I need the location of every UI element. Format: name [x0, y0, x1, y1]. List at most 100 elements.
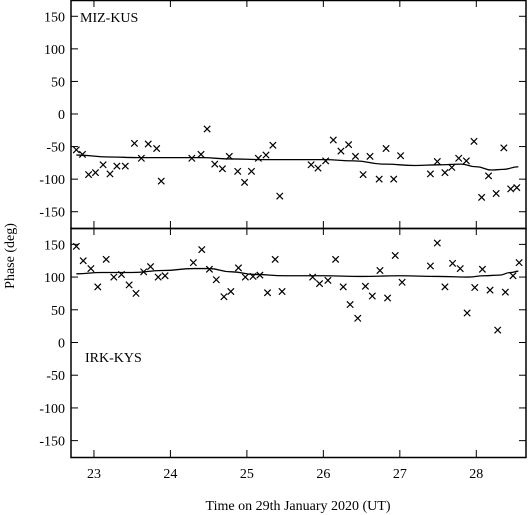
data-point: [154, 273, 162, 281]
data-point: [470, 137, 478, 145]
data-point: [322, 157, 330, 165]
data-point: [478, 265, 487, 273]
data-point: [478, 193, 486, 202]
data-point: [240, 178, 249, 187]
data-point: [271, 255, 279, 264]
data-point: [144, 140, 152, 148]
data-point: [72, 146, 80, 154]
data-point: [441, 283, 449, 291]
data-point: [278, 287, 286, 296]
y-tick-label: -50: [46, 141, 65, 156]
y-tick-label: -100: [39, 402, 65, 417]
data-point: [189, 259, 197, 267]
data-point: [486, 286, 494, 294]
data-point: [501, 288, 509, 296]
data-point: [78, 150, 87, 159]
miz-kus-frame: [70, 0, 527, 230]
data-point: [146, 262, 155, 271]
data-point: [241, 273, 249, 281]
data-point: [507, 185, 515, 193]
data-point: [344, 140, 353, 149]
data-point: [383, 294, 392, 302]
data-point: [263, 289, 272, 297]
x-tick-label: 24: [163, 467, 177, 482]
y-tick-label: -100: [39, 173, 65, 188]
y-tick-label: 150: [44, 10, 65, 25]
data-point: [99, 161, 107, 169]
x-tick-label: 25: [240, 467, 254, 482]
data-point: [426, 170, 435, 178]
y-tick-label: -50: [46, 369, 65, 384]
data-point: [87, 264, 95, 273]
trend-line: [76, 267, 519, 278]
data-point: [262, 151, 270, 159]
data-point: [197, 150, 205, 159]
data-point: [314, 164, 322, 172]
data-point: [254, 154, 262, 162]
data-point: [211, 160, 219, 168]
data-point: [161, 272, 169, 280]
data-point: [391, 251, 399, 260]
y-tick-label: 50: [51, 304, 65, 319]
data-point: [309, 273, 317, 281]
y-tick-label: 0: [58, 337, 65, 352]
data-point: [471, 283, 479, 292]
data-point: [307, 161, 315, 169]
data-point: [509, 272, 517, 280]
data-point: [382, 144, 390, 153]
data-point: [79, 257, 87, 265]
data-point: [448, 259, 457, 267]
data-point: [492, 189, 500, 198]
data-point: [456, 264, 464, 273]
data-point: [441, 169, 449, 177]
data-point: [337, 147, 345, 155]
y-tick-label: 150: [44, 238, 65, 253]
data-point: [359, 170, 367, 179]
data-point: [463, 309, 471, 317]
data-point: [94, 283, 102, 291]
data-point: [276, 192, 284, 200]
data-point: [433, 157, 441, 166]
data-point: [513, 183, 521, 192]
data-point: [390, 175, 398, 183]
trend-line: [76, 154, 519, 171]
irk-kys-panel: -150 -100 -50 0 50 100 150 23 24 25 26 27 28 IRK-KYS: [39, 227, 527, 482]
x-tick-label: 28: [469, 467, 483, 482]
data-point: [157, 177, 165, 185]
data-point: [433, 239, 441, 247]
data-point: [331, 255, 340, 264]
data-point: [455, 154, 463, 162]
data-point: [132, 289, 140, 298]
data-point: [494, 326, 502, 334]
data-point: [203, 125, 211, 133]
data-point: [351, 152, 360, 160]
miz-kus-panel: -150 -100 -50 0 50 100 150 MIZ-KUS: [39, 0, 527, 230]
data-point: [315, 279, 324, 288]
data-point: [500, 144, 508, 152]
data-point: [220, 293, 228, 301]
x-axis-label: Time on 29th January 2020 (UT): [206, 499, 391, 514]
irk-kys-frame: [70, 227, 527, 459]
x-tick-label: 23: [87, 467, 101, 482]
data-point: [361, 282, 370, 290]
data-point: [188, 154, 196, 162]
data-point: [198, 245, 206, 254]
y-tick-label: -150: [39, 206, 65, 221]
data-point: [227, 287, 235, 296]
data-point: [125, 281, 133, 289]
data-point: [130, 139, 139, 147]
miz-kus-label: MIZ-KUS: [80, 11, 138, 26]
data-point: [269, 141, 277, 149]
data-point: [339, 283, 347, 291]
data-point: [212, 276, 220, 284]
data-point: [234, 167, 242, 175]
y-tick-label: 100: [44, 43, 65, 58]
y-axis-label: Phase (deg): [3, 223, 18, 289]
data-point: [366, 152, 374, 160]
data-point: [121, 162, 129, 170]
data-point: [354, 314, 362, 322]
data-point: [84, 170, 93, 179]
y-tick-label: 50: [51, 75, 65, 90]
data-point: [137, 154, 145, 162]
